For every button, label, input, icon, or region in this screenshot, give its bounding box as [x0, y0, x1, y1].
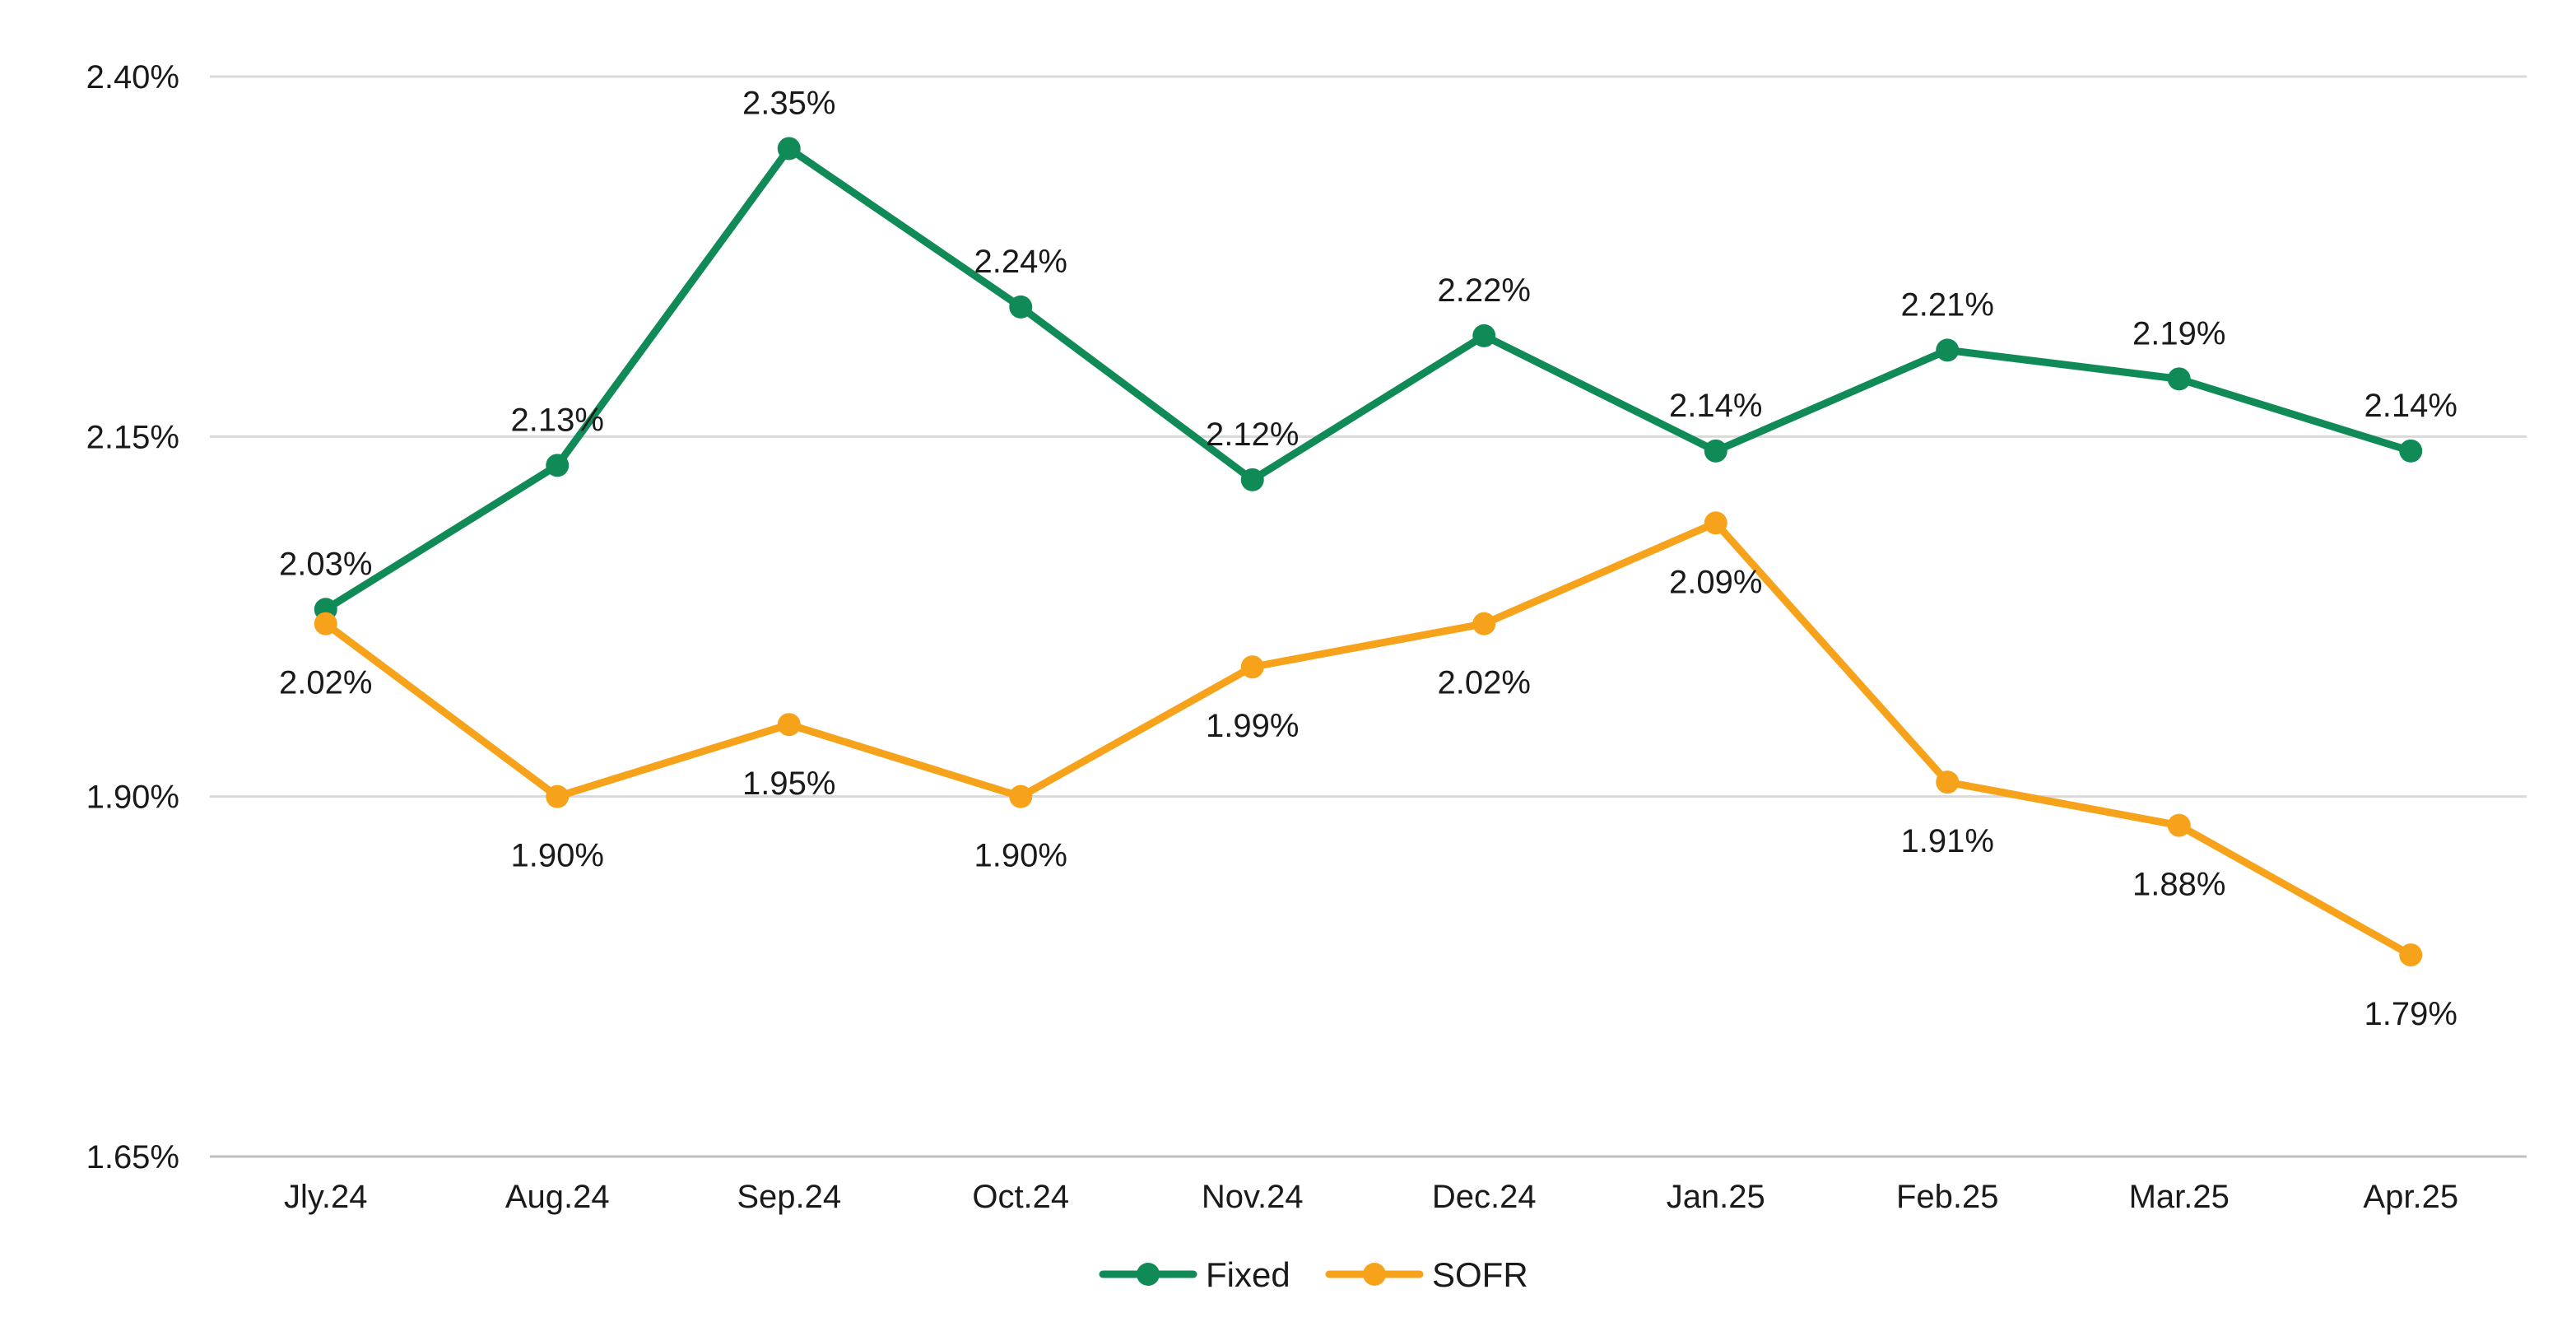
data-point-fixed — [1009, 295, 1033, 319]
data-label-fixed: 2.19% — [2132, 315, 2225, 351]
data-label-fixed: 2.12% — [1206, 417, 1299, 453]
data-label-fixed: 2.03% — [279, 546, 372, 582]
gridlines — [210, 75, 2527, 1158]
data-point-fixed — [1704, 439, 1727, 463]
data-point-sofr — [2399, 943, 2423, 967]
legend-label-fixed: Fixed — [1206, 1255, 1290, 1294]
x-tick-label: Jly.24 — [284, 1179, 368, 1215]
data-label-fixed: 2.24% — [974, 244, 1067, 280]
data-point-fixed — [1472, 324, 1496, 347]
legend-label-sofr: SOFR — [1432, 1255, 1528, 1294]
data-point-sofr — [546, 784, 570, 808]
y-tick-label: 1.65% — [86, 1139, 179, 1175]
x-tick-label: Mar.25 — [2129, 1179, 2230, 1215]
data-label-sofr: 1.99% — [1206, 708, 1299, 744]
data-point-sofr — [1009, 784, 1033, 808]
data-label-sofr: 2.09% — [1669, 564, 1762, 600]
y-axis-tick-labels: 1.65% 1.90% 2.15% 2.40% — [86, 59, 179, 1175]
x-tick-label: Sep.24 — [737, 1179, 841, 1215]
data-point-fixed — [1240, 468, 1264, 491]
data-point-sofr — [1704, 511, 1727, 535]
data-label-fixed: 2.14% — [2364, 388, 2457, 424]
data-point-sofr — [777, 713, 801, 737]
data-point-fixed — [1936, 338, 1960, 362]
y-tick-label: 2.40% — [86, 59, 179, 95]
data-point-fixed — [777, 137, 801, 161]
data-label-fixed: 2.35% — [742, 85, 835, 121]
data-point-sofr — [1936, 770, 1960, 794]
data-label-fixed: 2.21% — [1901, 286, 1994, 323]
legend: Fixed SOFR — [1099, 1255, 1528, 1294]
series-line-fixed — [322, 144, 2415, 613]
y-tick-label: 2.15% — [86, 419, 179, 455]
y-tick-label: 1.90% — [86, 780, 179, 816]
data-point-sofr — [2167, 813, 2191, 837]
data-label-fixed: 2.13% — [511, 402, 604, 438]
data-label-fixed: 2.22% — [1438, 272, 1531, 309]
legend-swatch-marker-sofr — [1363, 1263, 1386, 1286]
data-label-sofr: 1.90% — [511, 838, 604, 874]
data-label-fixed: 2.14% — [1669, 388, 1762, 424]
data-label-sofr: 1.91% — [1901, 823, 1994, 859]
legend-swatch-marker-fixed — [1137, 1263, 1160, 1286]
x-tick-label: Feb.25 — [1896, 1179, 1999, 1215]
data-label-sofr: 1.90% — [974, 838, 1067, 874]
data-label-sofr: 1.95% — [742, 766, 835, 802]
data-point-sofr — [314, 612, 337, 635]
data-labels: 2.03% 2.13% 2.35% 2.24% 2.12% 2.22% 2.14% 2.21%… — [279, 85, 2457, 1032]
data-label-sofr: 1.79% — [2364, 996, 2457, 1032]
data-point-fixed — [546, 454, 570, 477]
x-tick-label: Oct.24 — [972, 1179, 1069, 1215]
data-point-fixed — [2167, 367, 2191, 391]
x-axis-tick-labels: Jly.24 Aug.24 Sep.24 Oct.24 Nov.24 Dec.24 Jan.… — [284, 1179, 2458, 1215]
x-tick-label: Dec.24 — [1432, 1179, 1537, 1215]
data-label-sofr: 2.02% — [1438, 665, 1531, 701]
data-point-sofr — [1472, 612, 1496, 635]
x-tick-label: Apr.25 — [2363, 1179, 2458, 1215]
data-label-sofr: 1.88% — [2132, 867, 2225, 903]
series-line-sofr — [322, 519, 2415, 959]
data-label-sofr: 2.02% — [279, 665, 372, 701]
series-lines — [314, 137, 2423, 967]
x-tick-label: Aug.24 — [505, 1179, 610, 1215]
x-tick-label: Nov.24 — [1202, 1179, 1304, 1215]
data-point-sofr — [1240, 655, 1264, 679]
x-tick-label: Jan.25 — [1667, 1179, 1765, 1215]
data-point-fixed — [2399, 439, 2423, 463]
